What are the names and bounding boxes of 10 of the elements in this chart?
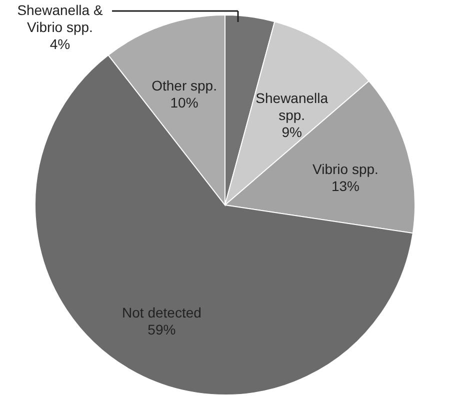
- data-label: 10%: [170, 94, 198, 110]
- slice-label: Other spp.: [152, 77, 217, 94]
- slice-label: Shewanella spp.: [256, 90, 328, 123]
- data-label: 4%: [50, 36, 70, 52]
- slice-label: Not detected: [122, 304, 202, 320]
- data-label: 13%: [331, 178, 360, 194]
- slice-label: Vibrio spp.: [312, 161, 378, 178]
- data-label: 9%: [282, 124, 302, 140]
- slice-label: Shewanella & Vibrio spp.: [17, 2, 104, 35]
- data-label: 59%: [148, 321, 176, 338]
